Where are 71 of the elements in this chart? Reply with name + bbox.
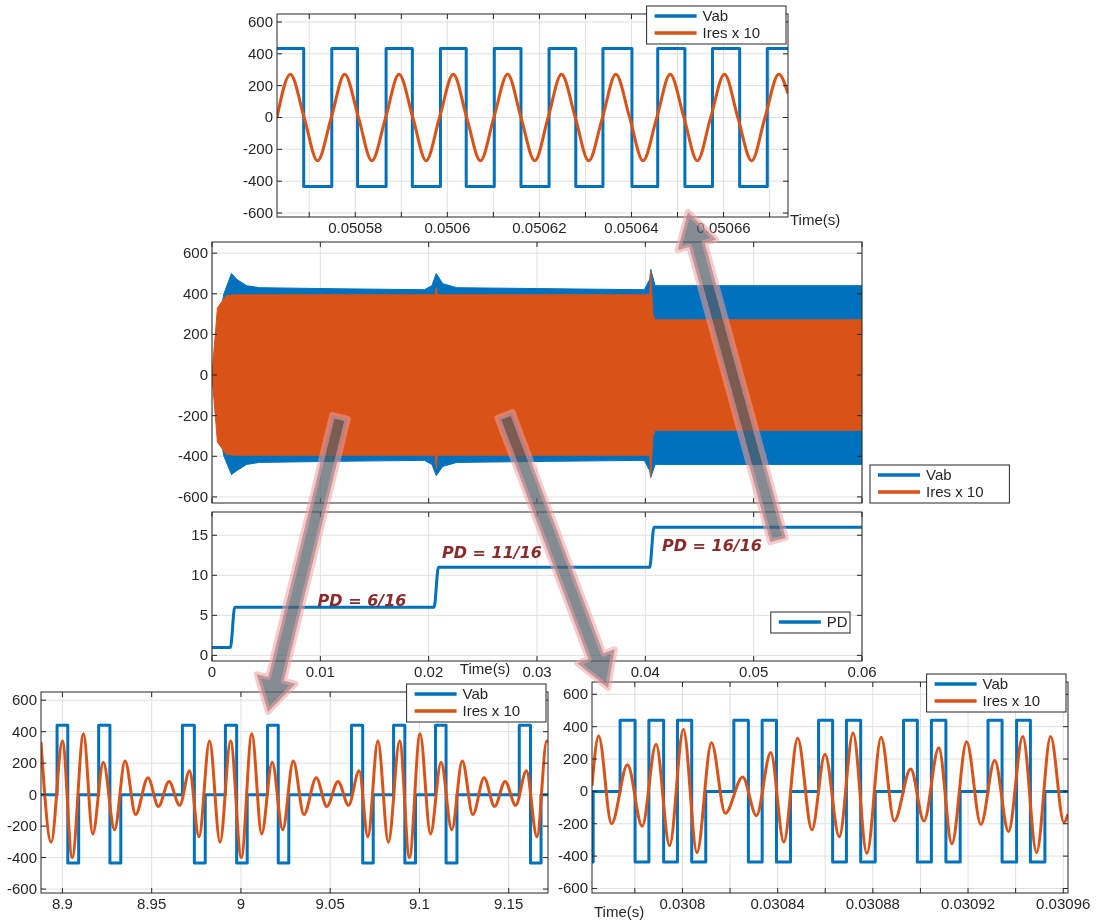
y-tick-label: 0: [579, 782, 588, 800]
legend-label: Ires x 10: [462, 702, 521, 719]
x-tick-label: 9.1: [409, 895, 430, 912]
legend-label: Ires x 10: [982, 692, 1041, 709]
legend-label: Vab: [702, 7, 729, 24]
x-tick-label: 0.0506: [424, 219, 471, 236]
y-tick-label: -200: [557, 814, 588, 832]
y-tick-label: 15: [191, 526, 208, 544]
y-tick-label: -400: [177, 447, 208, 465]
x-tick-label: 0.05058: [328, 219, 383, 236]
x-tick-label: 0.03: [522, 663, 552, 680]
line-series: [277, 72, 788, 163]
x-tick-label: 0.03088: [845, 895, 900, 912]
x-tick-label: 0.01: [305, 663, 335, 680]
y-tick-label: 400: [11, 722, 37, 740]
y-tick-label: 600: [247, 12, 273, 30]
y-tick-label: 200: [562, 750, 588, 768]
y-tick-label: 0: [264, 108, 273, 126]
x-tick-label: 0.05064: [604, 219, 659, 236]
legend-label: Vab: [926, 466, 952, 483]
x-axis-title: Time(s): [594, 903, 645, 920]
x-tick-label: 9: [236, 895, 246, 912]
x-tick-label: 8.95: [137, 895, 167, 912]
y-tick-label: 400: [247, 44, 273, 62]
y-tick-label: -200: [6, 817, 37, 835]
y-tick-label: 200: [247, 76, 273, 94]
annotation: PD = 11/16: [442, 543, 542, 562]
x-axis-title: Time(s): [790, 211, 841, 228]
x-tick-label: 0.05: [739, 663, 769, 680]
x-tick-label: 9.05: [315, 895, 345, 912]
x-tick-label: 8.9: [51, 895, 73, 912]
y-tick-label: 600: [562, 685, 588, 703]
y-tick-label: 400: [182, 284, 208, 302]
y-tick-label: 0: [199, 646, 208, 664]
line-series: [212, 525, 862, 649]
x-tick-label: 0.0308: [659, 895, 706, 912]
y-tick-label: -600: [242, 204, 273, 222]
y-tick-label: -400: [557, 847, 588, 865]
y-tick-label: 200: [182, 325, 208, 343]
y-tick-label: -600: [177, 487, 208, 505]
legend-label: Vab: [462, 685, 489, 702]
y-tick-label: 400: [562, 717, 588, 735]
y-tick-label: 600: [11, 691, 37, 709]
y-tick-label: -400: [242, 172, 273, 190]
y-tick-label: 600: [182, 244, 208, 262]
x-tick-label: 0.03084: [750, 895, 805, 912]
annotation: PD = 16/16: [662, 536, 762, 555]
legend-label: PD: [826, 613, 848, 630]
x-tick-label: 0.03092: [940, 895, 996, 912]
x-tick-label: 0.04: [630, 663, 660, 680]
legend-label: Ires x 10: [926, 483, 984, 500]
y-tick-label: 5: [199, 606, 208, 624]
x-axis-title: Time(s): [459, 660, 511, 677]
y-tick-label: 0: [199, 366, 208, 384]
y-tick-label: -200: [242, 140, 273, 158]
y-tick-label: -600: [557, 879, 588, 897]
y-tick-label: 200: [11, 754, 37, 772]
y-tick-label: -200: [177, 406, 208, 424]
x-tick-label: 0.05062: [512, 219, 567, 236]
annotation: PD = 6/16: [317, 591, 407, 610]
y-tick-label: 0: [28, 785, 37, 803]
legend-label: Ires x 10: [702, 24, 761, 41]
legend-label: Vab: [982, 675, 1009, 692]
x-tick-label: 0.05066: [696, 219, 751, 236]
y-tick-label: 10: [191, 566, 208, 584]
y-tick-label: -400: [6, 848, 37, 866]
x-tick-label: 0.02: [414, 663, 444, 680]
x-tick-label: 0.06: [847, 663, 877, 680]
x-tick-label: 0.03096: [1036, 895, 1091, 912]
x-tick-label: 9.15: [494, 895, 524, 912]
y-tick-label: -600: [6, 880, 37, 898]
